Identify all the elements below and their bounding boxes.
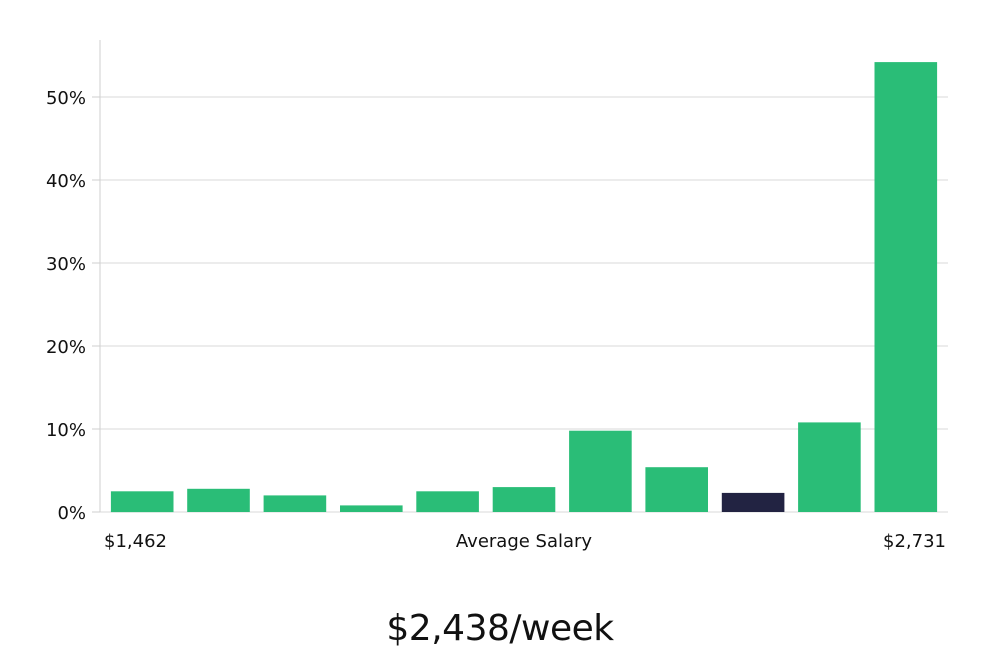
y-tick-label-20: 20%	[46, 337, 86, 358]
bar-11	[874, 62, 938, 512]
y-tick-label-10: 10%	[46, 420, 86, 441]
average-salary-value: $2,438/week	[386, 608, 614, 649]
y-tick-labels: 0% 10% 20% 30% 40% 50%	[46, 88, 100, 524]
x-min-label: $1,462	[104, 531, 167, 552]
bar-7	[569, 430, 632, 512]
bar-highlighted	[721, 492, 785, 512]
y-tick-label-50: 50%	[46, 88, 86, 109]
bar-10	[798, 422, 861, 512]
salary-distribution-chart: 0%10%20%30%40%50% $1,462 Average Salary …	[46, 40, 948, 552]
bar-8	[645, 467, 708, 512]
bar-2	[187, 488, 250, 512]
x-axis-title: Average Salary	[456, 531, 593, 552]
bar-5	[416, 491, 479, 513]
bar-1	[110, 491, 174, 513]
x-max-label: $2,731	[883, 531, 946, 552]
bar-3	[263, 495, 327, 512]
bars	[110, 62, 938, 513]
bar-4	[340, 505, 403, 512]
y-tick-label-0: 0%	[57, 503, 86, 524]
bar-6	[492, 487, 556, 512]
y-tick-label-40: 40%	[46, 171, 86, 192]
y-tick-label-30: 30%	[46, 254, 86, 275]
